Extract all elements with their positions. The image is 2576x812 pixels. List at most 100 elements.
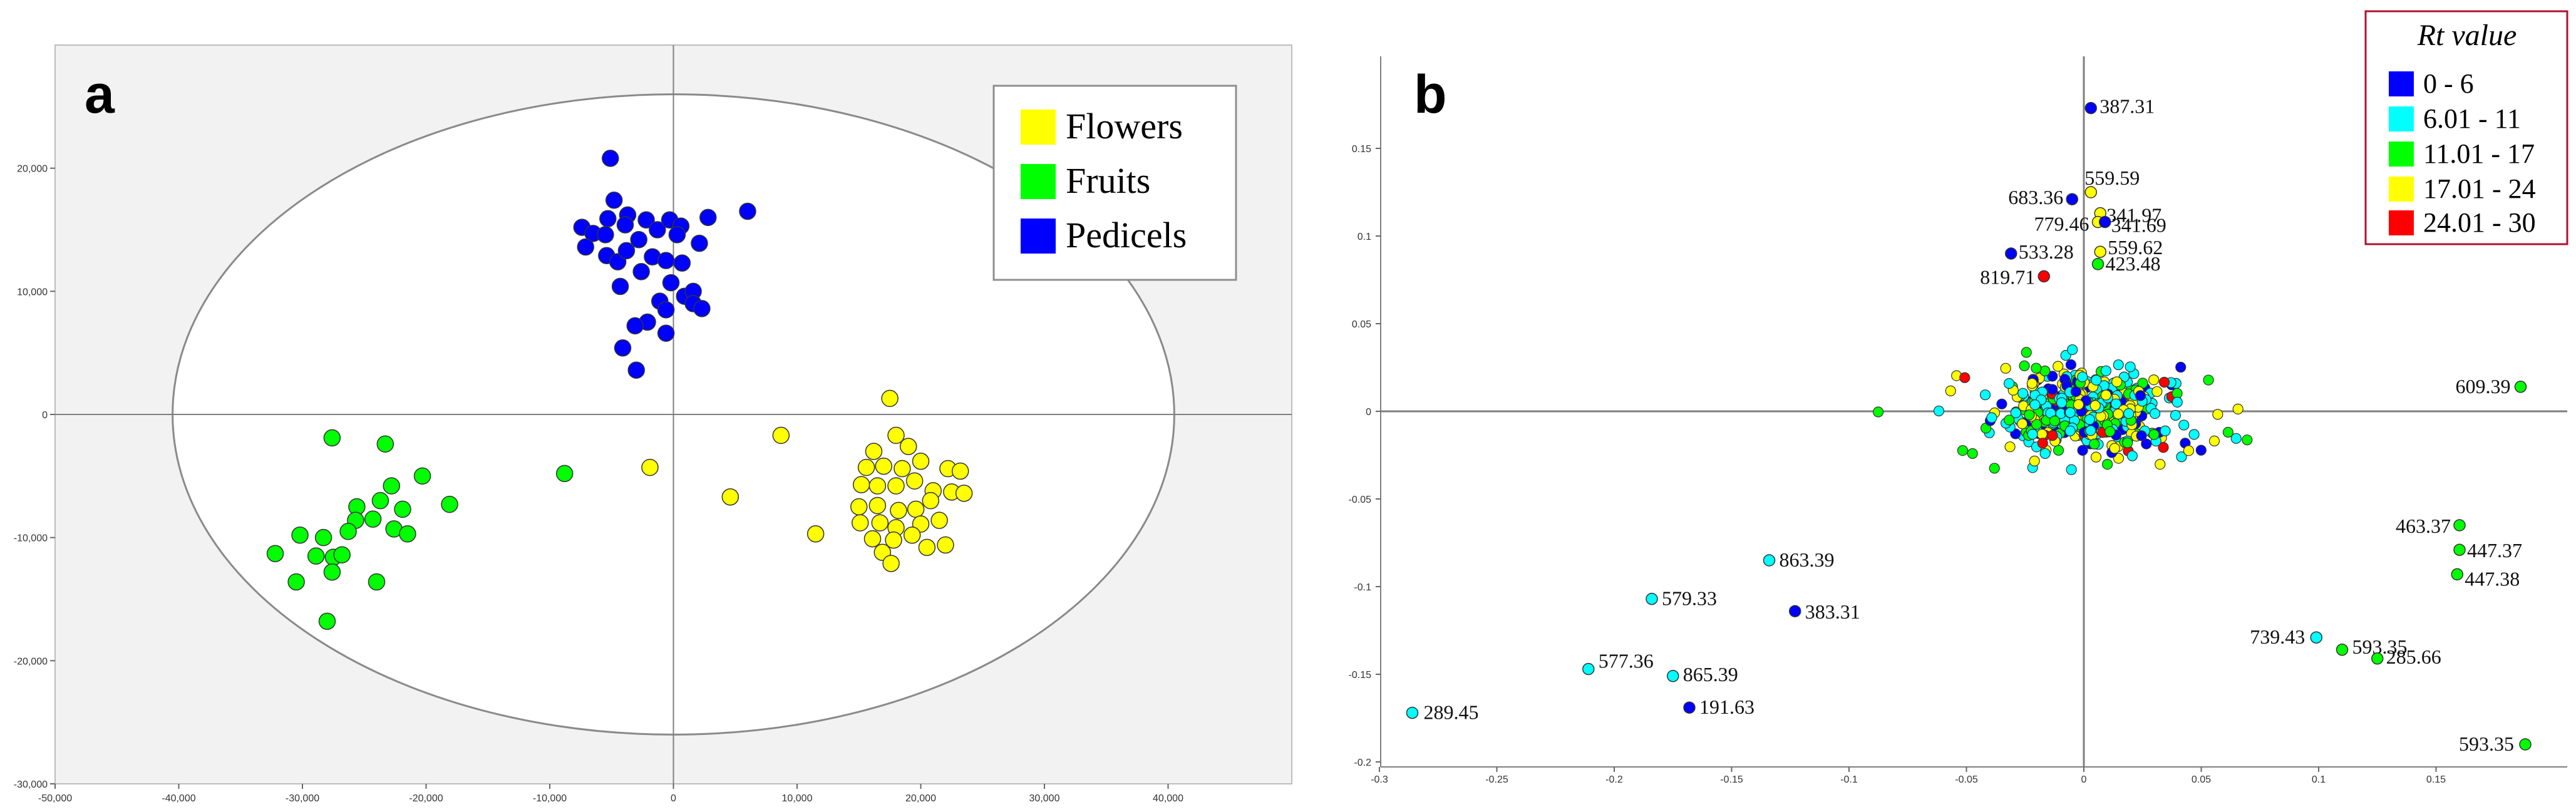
point-fruits xyxy=(323,429,341,447)
point-pedicels xyxy=(657,252,675,269)
cluster-point xyxy=(2017,418,2028,429)
labeled-point-559-62 xyxy=(2094,245,2106,258)
point-flowers xyxy=(871,514,889,532)
panel-a-y-tick-label: -30,000 xyxy=(14,779,48,790)
point-label: 779.46 xyxy=(2034,213,2089,235)
cluster-point xyxy=(2037,438,2048,449)
panel-a: -50,000 -40,000 -30,000 -20,000 -10,000 0 10,0… xyxy=(14,44,1292,804)
panel-b-x-tick-label: -0.3 xyxy=(1371,774,1388,785)
point-label: 739.43 xyxy=(2250,625,2305,648)
point-fruits xyxy=(318,612,336,630)
point-fruits xyxy=(371,491,389,510)
cluster-point xyxy=(2000,362,2011,374)
cluster-point xyxy=(2102,459,2113,470)
panel-a-legend: Flowers Fruits Pedicels xyxy=(992,85,1237,281)
point-fruits xyxy=(441,495,458,513)
cluster-point xyxy=(2077,371,2088,383)
point-pedicels xyxy=(632,263,650,280)
point-flowers xyxy=(900,438,917,455)
cluster-point xyxy=(1957,445,1969,456)
labeled-point-341-69 xyxy=(2099,215,2111,229)
cluster-point xyxy=(2029,455,2040,466)
panel-b-y-ticks: 0.15 0.1 0.05 0 -0.05 -0.1 -0.15 -0.2 xyxy=(1349,144,1381,768)
cluster-point xyxy=(2232,403,2244,414)
labeled-point-609-39 xyxy=(2514,381,2527,393)
cluster-point xyxy=(2203,374,2214,386)
panel-b-y-tick-label: -0.15 xyxy=(1349,670,1372,681)
cluster-point xyxy=(2125,361,2136,373)
cluster-point xyxy=(2222,426,2233,438)
labeled-point-739-43 xyxy=(2310,631,2322,644)
point-flowers xyxy=(922,491,940,510)
point-fruits xyxy=(399,525,416,543)
point-fruits xyxy=(307,547,325,565)
point-pedicels xyxy=(668,226,686,244)
panel-b-legend: Rt value 0 - 6 6.01 - 11 11.01 - 17 17.0… xyxy=(2364,10,2568,245)
cluster-point xyxy=(2172,396,2183,408)
point-pedicels xyxy=(627,361,645,379)
point-label: 341.97 xyxy=(2106,204,2161,227)
point-flowers xyxy=(852,476,870,493)
panel-a-y-tick-label: -10,000 xyxy=(14,533,48,544)
point-label: 533.28 xyxy=(2019,240,2074,263)
cluster-point xyxy=(2160,425,2171,436)
cluster-point xyxy=(2066,464,2077,475)
point-flowers xyxy=(885,531,902,549)
labeled-point-191-63 xyxy=(1683,701,1696,714)
panel-b-x-tick-label: -0.25 xyxy=(1485,774,1508,785)
rt-label-2: 11.01 - 17 xyxy=(2423,138,2535,169)
point-label: 463.37 xyxy=(2396,515,2451,537)
cluster-point xyxy=(2089,438,2100,450)
cluster-point xyxy=(2175,361,2187,373)
cluster-point xyxy=(2113,359,2124,371)
panel-a-x-tick-label: -30,000 xyxy=(286,793,319,804)
point-flowers xyxy=(868,496,887,515)
panel-b-y-tick-label: -0.05 xyxy=(1349,495,1372,505)
panel-b-x-tick-label: -0.15 xyxy=(1720,774,1743,785)
panel-b-x-tick-label: -0.2 xyxy=(1605,774,1623,785)
cluster-point xyxy=(1872,406,1884,418)
cluster-point xyxy=(2047,384,2058,395)
point-flowers xyxy=(951,462,969,480)
point-label: 387.31 xyxy=(2099,95,2155,118)
point-fruits xyxy=(376,435,394,453)
point-pedicels xyxy=(649,221,666,239)
cluster-point xyxy=(2178,419,2190,431)
panel-a-y-tick-label: -20,000 xyxy=(14,656,48,667)
cluster-point xyxy=(2004,441,2016,453)
cluster-point xyxy=(2111,376,2123,388)
panel-a-x-tick-label: -50,000 xyxy=(38,793,72,804)
point-flowers xyxy=(903,526,921,544)
panel-a-x-tick-label: 0 xyxy=(671,793,676,804)
point-pedicels xyxy=(597,226,614,244)
point-fruits xyxy=(364,510,382,528)
point-fruits xyxy=(368,573,386,591)
panel-a-x-ticks: -50,000 -40,000 -30,000 -20,000 -10,000 0 10,0… xyxy=(38,784,1183,804)
cluster-point xyxy=(2105,426,2116,437)
cluster-point xyxy=(2091,374,2102,386)
point-flowers xyxy=(721,488,739,506)
cluster-point xyxy=(2155,458,2166,470)
cluster-point xyxy=(2110,398,2122,409)
cluster-point xyxy=(2176,451,2187,463)
point-pedicels xyxy=(699,208,717,227)
labeled-point-577-36 xyxy=(1582,662,1595,676)
cluster-point xyxy=(2188,429,2200,440)
cluster-point xyxy=(1945,385,1956,396)
point-label: 423.48 xyxy=(2106,252,2161,275)
labeled-point-819-71 xyxy=(2038,270,2050,283)
point-pedicels xyxy=(605,192,623,209)
cluster-point xyxy=(2047,430,2058,441)
legend-label-pedicels: Pedicels xyxy=(1066,215,1187,255)
rt-swatch-0 xyxy=(2389,71,2414,96)
labeled-point-285-66 xyxy=(2371,652,2384,665)
cluster-point xyxy=(2122,437,2133,448)
panel-b-labeled-points: 387.31 559.59 683.36 341.97 779.46 341.69559.… xyxy=(1406,95,2532,755)
panel-b-y-tick-label: 0 xyxy=(1366,407,1371,418)
panel-a-y-tick-label: 10,000 xyxy=(17,287,48,297)
panel-a-x-tick-label: -40,000 xyxy=(162,793,195,804)
cluster-point xyxy=(2029,399,2041,411)
cluster-point xyxy=(2065,359,2077,371)
panel-a-y-tick-label: 20,000 xyxy=(17,164,48,175)
cluster-point xyxy=(2212,409,2223,420)
